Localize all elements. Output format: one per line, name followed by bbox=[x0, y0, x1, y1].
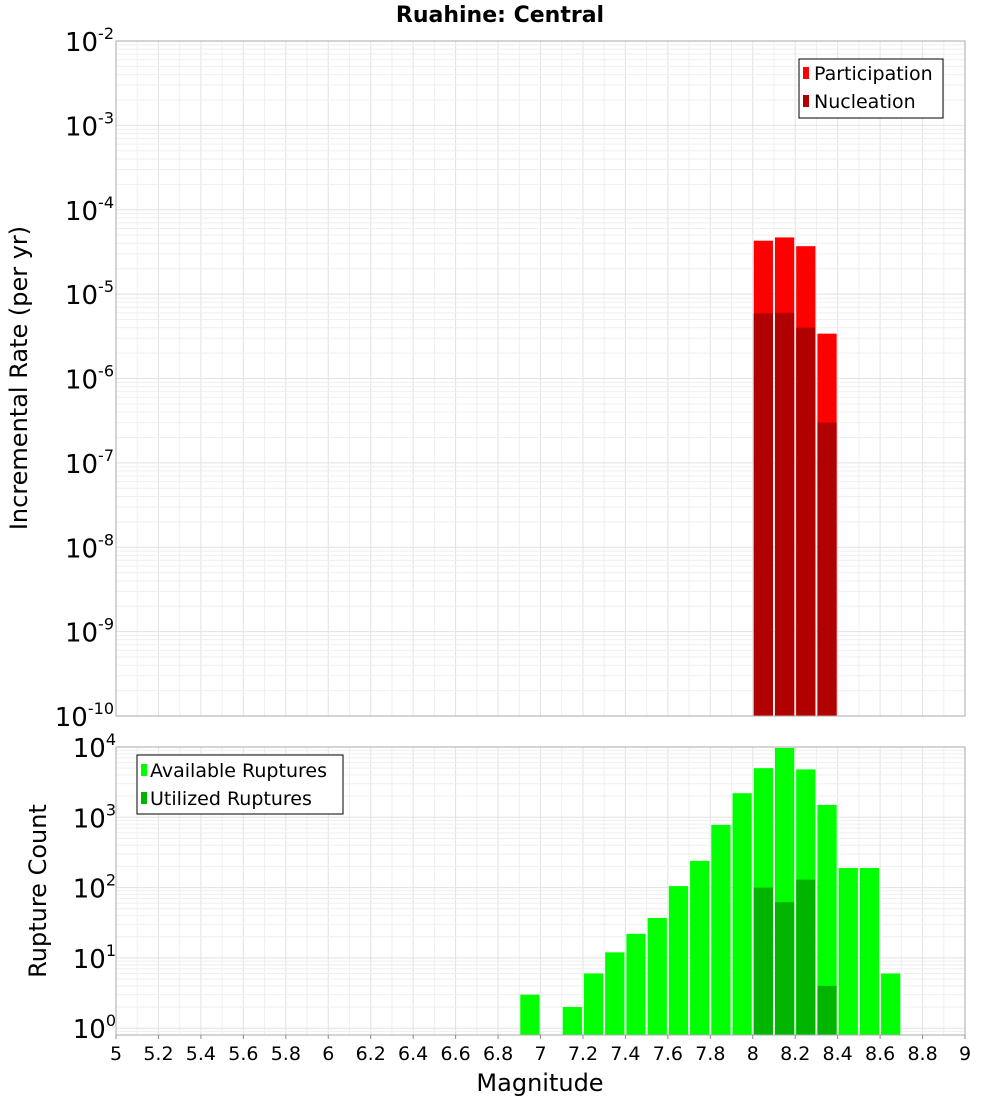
bar-nucleation bbox=[817, 422, 837, 716]
top-plot-frame bbox=[115, 40, 966, 717]
bar-available-ruptures bbox=[838, 867, 858, 1035]
x-tick-label: 8.4 bbox=[823, 1043, 853, 1065]
top-grid bbox=[115, 40, 966, 717]
top-legend: Participation Nucleation bbox=[798, 58, 944, 119]
x-tick-label: 8.2 bbox=[780, 1043, 810, 1065]
x-tick-label: 8.6 bbox=[865, 1043, 895, 1065]
x-tick-label: 5.8 bbox=[271, 1043, 301, 1065]
x-tick-label: 5.4 bbox=[186, 1043, 216, 1065]
x-tick-label: 8 bbox=[747, 1043, 759, 1065]
x-tick-label: 6.6 bbox=[440, 1043, 470, 1065]
y-tick-label: 10-2 bbox=[65, 24, 114, 58]
bar-available-ruptures bbox=[668, 886, 689, 1035]
bar-available-ruptures bbox=[732, 793, 752, 1035]
bottom-legend: Available Ruptures Utilized Ruptures bbox=[136, 754, 344, 815]
legend-label-available-ruptures: Available Ruptures bbox=[150, 760, 327, 782]
x-tick-labels: 5 5.2 5.4 5.6 5.8 6 6.2 6.4 6.6 6.8 7 7.2 7.4 7.6 7.8 8… bbox=[110, 1035, 971, 1065]
y-tick-label: 10-5 bbox=[65, 277, 114, 311]
bar-utilized-ruptures bbox=[774, 902, 795, 1035]
bottom-y-tick-labels: 100 101 102 103 104 bbox=[73, 730, 116, 1045]
legend-swatch-available-ruptures bbox=[141, 764, 147, 776]
x-tick-label: 8.8 bbox=[907, 1043, 937, 1065]
bar-available-ruptures bbox=[881, 973, 901, 1035]
y-tick-label: 100 bbox=[73, 1011, 116, 1045]
y-tick-label: 10-8 bbox=[65, 530, 114, 564]
x-tick-label: 5.6 bbox=[228, 1043, 258, 1065]
bottom-y-axis-label: Rupture Count bbox=[24, 804, 52, 978]
bottom-legend-box bbox=[136, 754, 344, 815]
top-legend-box bbox=[798, 58, 944, 119]
top-y-axis-label: Incremental Rate (per yr) bbox=[5, 226, 33, 530]
bar-available-ruptures bbox=[690, 860, 710, 1035]
legend-swatch-participation bbox=[803, 67, 809, 79]
y-tick-label: 10-10 bbox=[55, 699, 114, 733]
x-tick-label: 7.8 bbox=[695, 1043, 725, 1065]
chart-title: Ruahine: Central bbox=[396, 3, 604, 28]
x-tick-label: 6 bbox=[322, 1043, 334, 1065]
x-tick-label: 7 bbox=[534, 1043, 546, 1065]
y-tick-label: 104 bbox=[73, 730, 116, 764]
bar-available-ruptures bbox=[817, 804, 837, 1035]
bar-utilized-ruptures bbox=[796, 879, 816, 1035]
bar-available-ruptures bbox=[520, 994, 540, 1035]
legend-label-nucleation: Nucleation bbox=[814, 91, 916, 113]
x-tick-label: 6.8 bbox=[483, 1043, 513, 1065]
y-tick-label: 103 bbox=[73, 800, 116, 834]
y-tick-label: 10-3 bbox=[65, 108, 114, 142]
y-tick-label: 102 bbox=[73, 871, 116, 905]
x-axis-label: Magnitude bbox=[476, 1069, 603, 1097]
x-tick-label: 5 bbox=[110, 1043, 122, 1065]
y-tick-label: 10-9 bbox=[65, 615, 114, 649]
x-tick-label: 7.2 bbox=[568, 1043, 598, 1065]
legend-label-utilized-ruptures: Utilized Ruptures bbox=[150, 788, 312, 810]
bottom-bars bbox=[520, 747, 901, 1035]
bar-available-ruptures bbox=[859, 867, 880, 1035]
bar-available-ruptures bbox=[605, 952, 625, 1035]
bar-available-ruptures bbox=[562, 1007, 582, 1035]
bar-nucleation bbox=[753, 313, 773, 716]
bar-available-ruptures bbox=[583, 973, 604, 1035]
bar-nucleation bbox=[796, 327, 816, 716]
x-tick-label: 6.2 bbox=[356, 1043, 386, 1065]
bar-nucleation bbox=[774, 312, 795, 716]
x-tick-label: 7.6 bbox=[653, 1043, 683, 1065]
x-tick-label: 7.4 bbox=[610, 1043, 640, 1065]
y-tick-label: 10-7 bbox=[65, 446, 114, 480]
x-tick-label: 5.2 bbox=[143, 1043, 173, 1065]
y-tick-label: 10-6 bbox=[65, 362, 114, 396]
y-tick-label: 101 bbox=[73, 941, 116, 975]
bar-utilized-ruptures bbox=[753, 887, 773, 1035]
legend-swatch-nucleation bbox=[803, 95, 809, 107]
x-tick-label: 6.4 bbox=[398, 1043, 428, 1065]
top-y-tick-labels: 10-10 10-9 10-8 10-7 10-6 10-5 10-4 10-3 10-2 bbox=[55, 24, 114, 733]
legend-label-participation: Participation bbox=[814, 63, 933, 85]
bar-available-ruptures bbox=[647, 917, 667, 1035]
bar-available-ruptures bbox=[711, 824, 731, 1035]
x-tick-label: 9 bbox=[959, 1043, 971, 1065]
bar-utilized-ruptures bbox=[817, 985, 837, 1035]
y-tick-label: 10-4 bbox=[65, 193, 114, 227]
legend-swatch-utilized-ruptures bbox=[141, 792, 147, 804]
top-bars bbox=[753, 237, 837, 717]
bar-available-ruptures bbox=[626, 933, 646, 1035]
